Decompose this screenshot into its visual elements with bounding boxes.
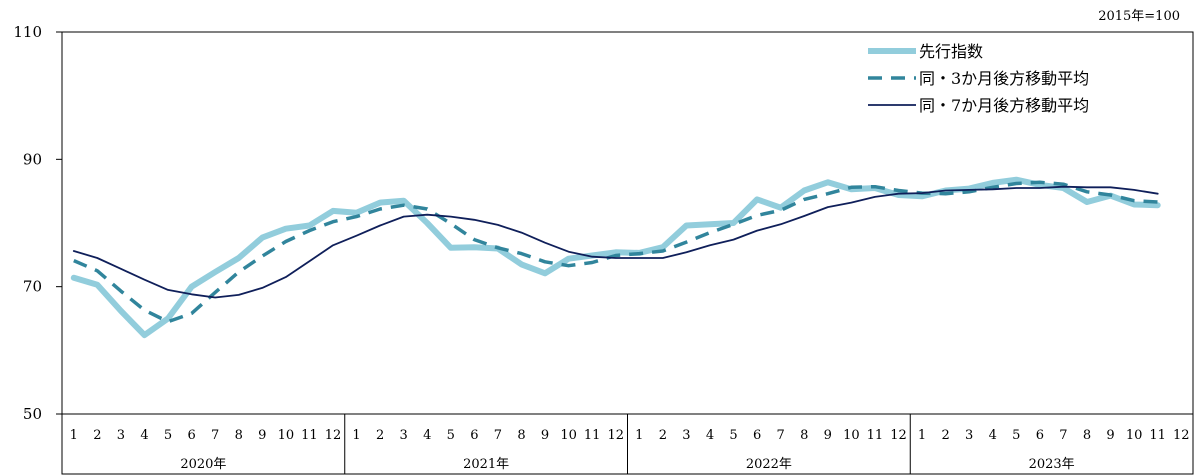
month-label: 9 <box>258 428 266 443</box>
month-label: 6 <box>1036 428 1044 443</box>
month-label: 4 <box>989 428 997 443</box>
month-label: 8 <box>800 428 808 443</box>
y-tick-label: 90 <box>23 150 42 168</box>
month-label: 3 <box>682 428 690 443</box>
y-tick-label: 110 <box>13 23 42 41</box>
legend-label-2: 同・3か月後方移動平均 <box>919 69 1089 88</box>
month-label: 3 <box>965 428 973 443</box>
month-label: 1 <box>352 428 360 443</box>
legend-label-3: 同・7か月後方移動平均 <box>919 96 1089 115</box>
month-label: 7 <box>777 428 785 443</box>
series-line-1 <box>70 176 1161 339</box>
month-label: 5 <box>729 428 737 443</box>
y-tick-label: 70 <box>23 278 42 296</box>
year-label: 2023年 <box>1029 457 1075 472</box>
month-label: 3 <box>117 428 125 443</box>
month-label: 4 <box>423 428 431 443</box>
month-label: 11 <box>301 428 318 443</box>
legend-label-1: 先行指数 <box>919 42 983 61</box>
month-label: 12 <box>1173 428 1190 443</box>
month-label: 6 <box>753 428 761 443</box>
series-line-3 <box>72 185 1159 299</box>
month-label: 12 <box>607 428 624 443</box>
month-label: 2 <box>659 428 667 443</box>
month-label: 5 <box>447 428 455 443</box>
month-label: 9 <box>824 428 832 443</box>
month-label: 10 <box>1126 428 1143 443</box>
month-label: 5 <box>1012 428 1020 443</box>
month-label: 11 <box>584 428 601 443</box>
month-label: 9 <box>1106 428 1114 443</box>
month-label: 7 <box>1059 428 1067 443</box>
month-label: 2 <box>93 428 101 443</box>
month-label: 1 <box>635 428 643 443</box>
series-lines <box>70 176 1161 339</box>
series-line-2 <box>73 180 1158 324</box>
month-label: 12 <box>890 428 907 443</box>
month-label: 2 <box>941 428 949 443</box>
month-label: 1 <box>70 428 78 443</box>
month-label: 9 <box>541 428 549 443</box>
month-label: 7 <box>211 428 219 443</box>
year-label: 2022年 <box>746 457 792 472</box>
month-label: 8 <box>235 428 243 443</box>
month-label: 5 <box>164 428 172 443</box>
y-tick-label: 50 <box>23 405 42 423</box>
month-label: 8 <box>1083 428 1091 443</box>
year-label: 2020年 <box>180 457 226 472</box>
month-label: 4 <box>140 428 148 443</box>
month-label: 7 <box>494 428 502 443</box>
month-label: 11 <box>867 428 884 443</box>
month-label: 10 <box>843 428 860 443</box>
month-label: 3 <box>400 428 408 443</box>
month-label: 4 <box>706 428 714 443</box>
month-label: 10 <box>560 428 577 443</box>
unit-note: 2015年=100 <box>1098 9 1180 24</box>
month-label: 1 <box>918 428 926 443</box>
month-label: 6 <box>470 428 478 443</box>
month-label: 10 <box>278 428 295 443</box>
month-label: 11 <box>1149 428 1166 443</box>
year-label: 2021年 <box>463 457 509 472</box>
month-label: 6 <box>187 428 195 443</box>
month-label: 12 <box>325 428 342 443</box>
y-axis: 50 70 90 110 <box>13 23 62 423</box>
month-label: 8 <box>517 428 525 443</box>
month-label: 2 <box>376 428 384 443</box>
